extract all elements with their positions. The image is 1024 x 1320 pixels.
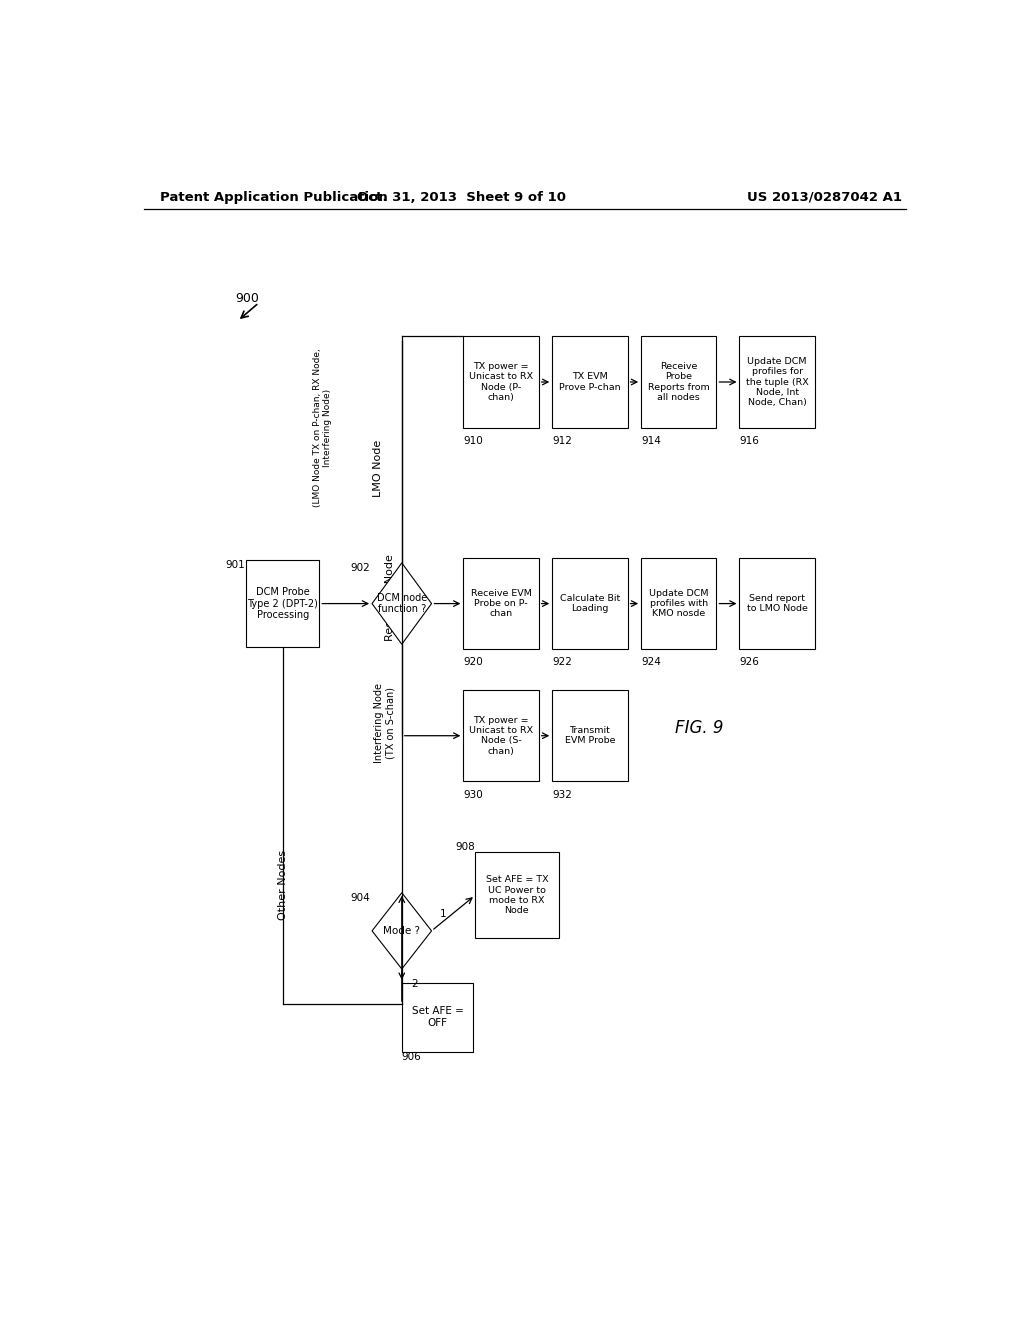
Text: 2: 2 [412, 979, 418, 989]
Text: TX power =
Unicast to RX
Node (S-
chan): TX power = Unicast to RX Node (S- chan) [469, 715, 534, 756]
FancyBboxPatch shape [739, 337, 815, 428]
Polygon shape [372, 892, 431, 969]
FancyBboxPatch shape [739, 558, 815, 649]
FancyBboxPatch shape [463, 337, 539, 428]
Text: Receive
Probe
Reports from
all nodes: Receive Probe Reports from all nodes [648, 362, 710, 403]
Text: Send report
to LMO Node: Send report to LMO Node [746, 594, 808, 614]
Text: 920: 920 [463, 657, 483, 668]
Text: Receive EVM
Probe on P-
chan: Receive EVM Probe on P- chan [471, 589, 531, 619]
Text: Set AFE = TX
UC Power to
mode to RX
Node: Set AFE = TX UC Power to mode to RX Node [485, 875, 548, 915]
Text: 1: 1 [439, 908, 446, 919]
Text: US 2013/0287042 A1: US 2013/0287042 A1 [748, 190, 902, 203]
Text: 932: 932 [552, 789, 572, 800]
Text: 904: 904 [350, 892, 371, 903]
Text: 930: 930 [463, 789, 483, 800]
Text: 901: 901 [225, 561, 245, 570]
Text: (LMO Node TX on P-chan, RX Node,
Interfering Node): (LMO Node TX on P-chan, RX Node, Interfe… [312, 348, 332, 507]
Text: 902: 902 [350, 562, 371, 573]
Text: Interfering Node
(TX on S-chan): Interfering Node (TX on S-chan) [374, 682, 395, 763]
Text: Oct. 31, 2013  Sheet 9 of 10: Oct. 31, 2013 Sheet 9 of 10 [356, 190, 566, 203]
Text: 900: 900 [236, 292, 259, 305]
FancyBboxPatch shape [463, 558, 539, 649]
FancyBboxPatch shape [552, 558, 628, 649]
Text: TX power =
Unicast to RX
Node (P-
chan): TX power = Unicast to RX Node (P- chan) [469, 362, 534, 403]
Text: Mode ?: Mode ? [383, 925, 420, 936]
Text: Other Nodes: Other Nodes [278, 850, 288, 920]
Text: 912: 912 [552, 436, 572, 446]
Text: Update DCM
profiles for
the tuple (RX
Node, Int
Node, Chan): Update DCM profiles for the tuple (RX No… [745, 356, 809, 408]
Text: 916: 916 [739, 436, 760, 446]
FancyBboxPatch shape [552, 337, 628, 428]
Text: Patent Application Publication: Patent Application Publication [160, 190, 387, 203]
Text: 922: 922 [552, 657, 572, 668]
FancyBboxPatch shape [641, 337, 717, 428]
Text: Transmit
EVM Probe: Transmit EVM Probe [564, 726, 615, 746]
FancyBboxPatch shape [246, 561, 319, 647]
Text: FIG. 9: FIG. 9 [675, 718, 724, 737]
FancyBboxPatch shape [641, 558, 717, 649]
Text: Update DCM
profiles with
KMO nosde: Update DCM profiles with KMO nosde [649, 589, 709, 619]
FancyBboxPatch shape [475, 853, 558, 939]
Text: 906: 906 [401, 1052, 422, 1061]
Text: 926: 926 [739, 657, 760, 668]
Text: DCM Probe
Type 2 (DPT-2)
Processing: DCM Probe Type 2 (DPT-2) Processing [248, 587, 318, 620]
Text: DCM node
function ?: DCM node function ? [377, 593, 427, 614]
Text: LMO Node: LMO Node [373, 440, 383, 498]
Text: Set AFE =
OFF: Set AFE = OFF [412, 1006, 464, 1028]
Text: TX EVM
Prove P-chan: TX EVM Prove P-chan [559, 372, 621, 392]
Polygon shape [372, 562, 431, 644]
Text: 924: 924 [641, 657, 660, 668]
Text: Receiving Node: Receiving Node [385, 554, 395, 642]
FancyBboxPatch shape [552, 690, 628, 781]
FancyBboxPatch shape [463, 690, 539, 781]
Text: Calculate Bit
Loading: Calculate Bit Loading [560, 594, 620, 614]
Text: 908: 908 [456, 842, 475, 853]
Text: 910: 910 [463, 436, 483, 446]
Text: 914: 914 [641, 436, 660, 446]
FancyBboxPatch shape [401, 982, 473, 1052]
